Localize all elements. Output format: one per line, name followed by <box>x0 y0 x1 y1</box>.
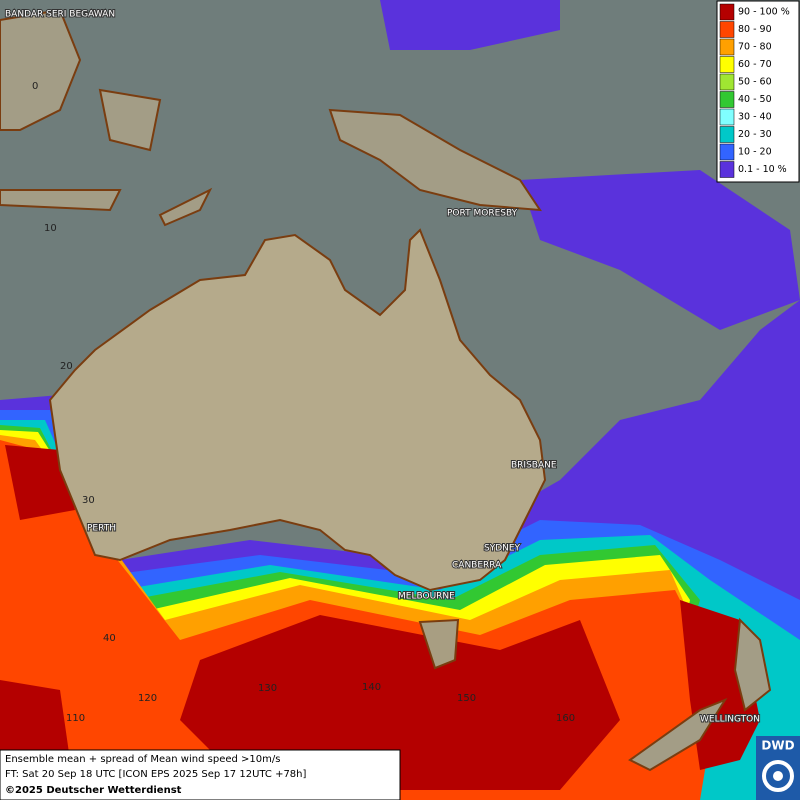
copyright: ©2025 Deutscher Wetterdienst <box>5 785 182 796</box>
legend-swatch <box>719 73 735 91</box>
tasmania <box>418 618 460 670</box>
legend-swatch <box>719 161 735 178</box>
city-label: PORT MORESBY <box>447 209 518 219</box>
legend-swatch <box>719 38 735 56</box>
legend-label: 40 - 50 <box>738 94 772 105</box>
caption-box <box>0 749 401 801</box>
lon-label: 140 <box>362 682 381 693</box>
legend-swatch <box>719 91 735 108</box>
legend-label: 50 - 60 <box>738 77 772 88</box>
lon-label: 130 <box>258 683 277 694</box>
new-zealand <box>628 617 772 772</box>
legend-label: 70 - 80 <box>738 42 772 53</box>
new-guinea <box>328 108 542 212</box>
city-label: MELBOURNE <box>398 592 455 602</box>
logo-swirl <box>762 760 794 792</box>
legend-swatch <box>719 108 735 126</box>
logo-text: DWD <box>761 739 794 753</box>
lat-label: 20 <box>60 361 73 372</box>
wind-field <box>5 445 760 790</box>
legend-swatch <box>719 21 735 38</box>
legend-label: 90 - 100 % <box>738 7 790 18</box>
legend-label: 20 - 30 <box>738 129 772 140</box>
lat-label: 30 <box>82 495 95 506</box>
legend-swatch <box>719 56 735 73</box>
legend-label: 80 - 90 <box>738 24 772 35</box>
lon-label: 110 <box>66 713 85 724</box>
wind-field <box>380 0 800 330</box>
lat-label: 40 <box>103 633 116 644</box>
legend-label: 30 - 40 <box>738 112 772 123</box>
graticule-labels: 0 10 20 30 40 110 120 130 140 150 160 <box>32 81 575 724</box>
lon-label: 160 <box>556 713 575 724</box>
legend-label: 60 - 70 <box>738 59 772 70</box>
lat-label: 10 <box>44 223 57 234</box>
lon-label: 120 <box>138 693 157 704</box>
legend-label: 0.1 - 10 % <box>738 164 787 175</box>
legend-swatch <box>719 143 735 161</box>
city-label: SYDNEY <box>484 544 521 554</box>
city-label: CANBERRA <box>452 561 502 571</box>
australia <box>48 228 547 592</box>
islands <box>0 8 213 227</box>
legend-swatch <box>719 3 735 21</box>
lat-label: 0 <box>32 81 38 92</box>
caption-line: Ensemble mean + spread of Mean wind spee… <box>5 754 280 765</box>
city-label: WELLINGTON <box>700 715 760 725</box>
city-label: BRISBANE <box>511 461 557 471</box>
lon-label: 150 <box>457 693 476 704</box>
legend-swatch <box>719 126 735 143</box>
city-label: PERTH <box>87 524 116 534</box>
legend-label: 10 - 20 <box>738 147 772 158</box>
logo-swirl <box>773 771 783 781</box>
legend: 90 - 100 % 80 - 90 70 - 80 60 - 70 50 - 60 40… <box>719 3 790 178</box>
caption-line: FT: Sat 20 Sep 18 UTC [ICON EPS 2025 Sep… <box>5 769 307 780</box>
city-label: BANDAR SERI BEGAWAN <box>5 10 115 20</box>
